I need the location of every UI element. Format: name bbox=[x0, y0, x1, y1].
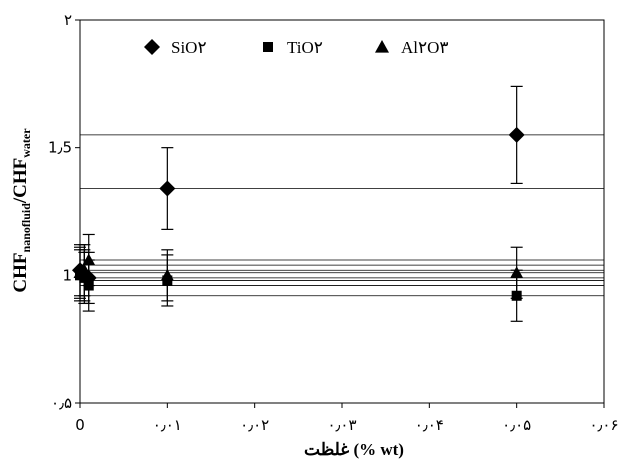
x-tick-label-0: 0 bbox=[75, 416, 85, 434]
axes: 0 ۰٫۰۱ ۰٫۰۲ ۰٫۰۳ ۰٫۰۴ ۰٫۰۵ ۰٫۰۶ ۰٫۵ 1 1٫5 ۲ bbox=[48, 11, 618, 434]
data-point-2-3 bbox=[160, 268, 174, 281]
plot-area bbox=[79, 19, 605, 404]
y-tick-label-0: ۰٫۵ bbox=[51, 394, 72, 412]
x-tick-label-5: ۰٫۰۵ bbox=[502, 416, 531, 434]
y-title-sub2: water bbox=[19, 128, 33, 158]
x-tick-label-1: ۰٫۰۱ bbox=[153, 416, 182, 434]
x-tick-label-4: ۰٫۰۴ bbox=[415, 416, 444, 434]
x-axis-title: غلظت (% wt) bbox=[304, 440, 404, 459]
legend-marker-diamond bbox=[144, 39, 160, 55]
x-tick-label-3: ۰٫۰۳ bbox=[327, 416, 356, 434]
y-title-sub1: nanofluid bbox=[19, 203, 33, 253]
series-2 bbox=[73, 233, 524, 302]
series-layer bbox=[72, 85, 525, 322]
y-tick-label-2: 1٫5 bbox=[48, 139, 72, 157]
y-tick-label-3: ۲ bbox=[64, 11, 72, 29]
data-point-0-4 bbox=[508, 126, 525, 143]
legend-label-tio2: TiO۲ bbox=[287, 38, 323, 57]
x-tick-label-2: ۰٫۰۲ bbox=[240, 416, 269, 434]
legend-marker-triangle bbox=[375, 40, 389, 53]
y-axis-title: CHFnanofluid/CHFwater bbox=[10, 128, 33, 293]
legend: SiO۲ TiO۲ Al۲O۳ bbox=[144, 38, 449, 57]
data-point-2-2 bbox=[82, 253, 96, 266]
y-title-main: CHF bbox=[10, 252, 31, 292]
y-tick-label-1: 1 bbox=[62, 266, 72, 284]
data-point-2-1 bbox=[77, 263, 91, 276]
x-tick-label-6: ۰٫۰۶ bbox=[589, 416, 618, 434]
legend-label-sio2: SiO۲ bbox=[171, 38, 207, 57]
legend-marker-square bbox=[263, 42, 273, 52]
data-point-2-4 bbox=[510, 266, 524, 278]
y-title-sep: /CHF bbox=[10, 158, 31, 204]
data-point-0-3 bbox=[159, 180, 176, 197]
legend-label-al2o3: Al۲O۳ bbox=[401, 38, 449, 57]
